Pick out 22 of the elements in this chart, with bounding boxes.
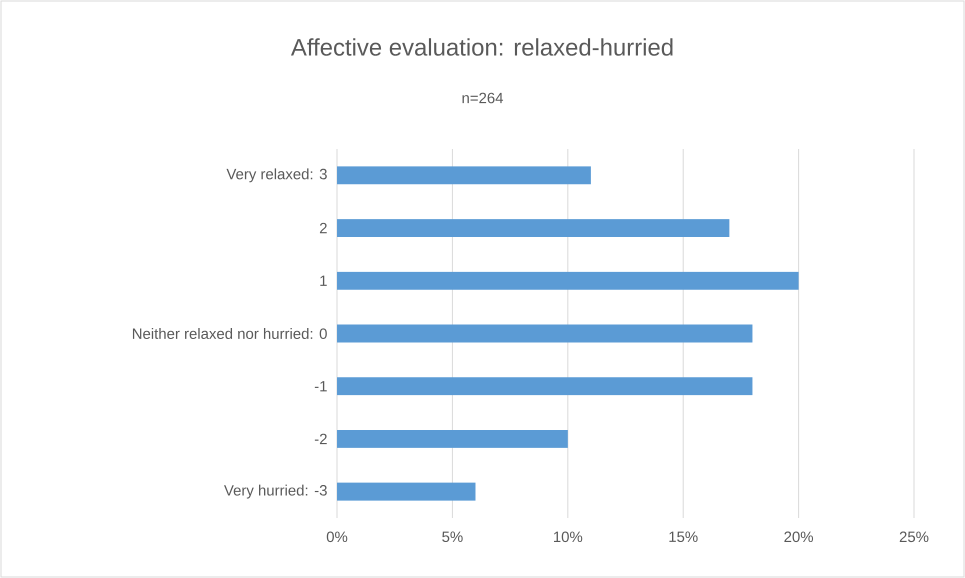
- y-tick-label: Neither relaxed nor hurried: 0: [132, 328, 327, 339]
- bar: [337, 272, 799, 290]
- x-tick-label: 0%: [326, 532, 348, 542]
- bar: [337, 430, 568, 448]
- x-tick-label: 20%: [784, 532, 814, 542]
- bar: [337, 219, 730, 238]
- y-tick-label: Very hurried: -3: [224, 484, 327, 499]
- chart-subtitle: n=264: [462, 92, 504, 104]
- y-tick-label: Very relaxed: 3: [226, 168, 327, 182]
- y-tick-label: 1: [320, 276, 327, 286]
- y-tick-label: -1: [314, 381, 327, 392]
- chart-title: Affective evaluation: relaxed-hurried: [290, 38, 673, 56]
- x-tick-label: 10%: [554, 532, 582, 542]
- y-tick-label: 2: [320, 222, 327, 234]
- bar: [337, 377, 752, 396]
- y-tick-label: -2: [314, 434, 327, 444]
- bar: [337, 166, 591, 184]
- x-tick-label: 25%: [900, 532, 928, 542]
- bar: [337, 324, 752, 342]
- bar: [337, 482, 476, 501]
- x-tick-label: 15%: [669, 532, 698, 542]
- x-tick-label: 5%: [442, 532, 463, 542]
